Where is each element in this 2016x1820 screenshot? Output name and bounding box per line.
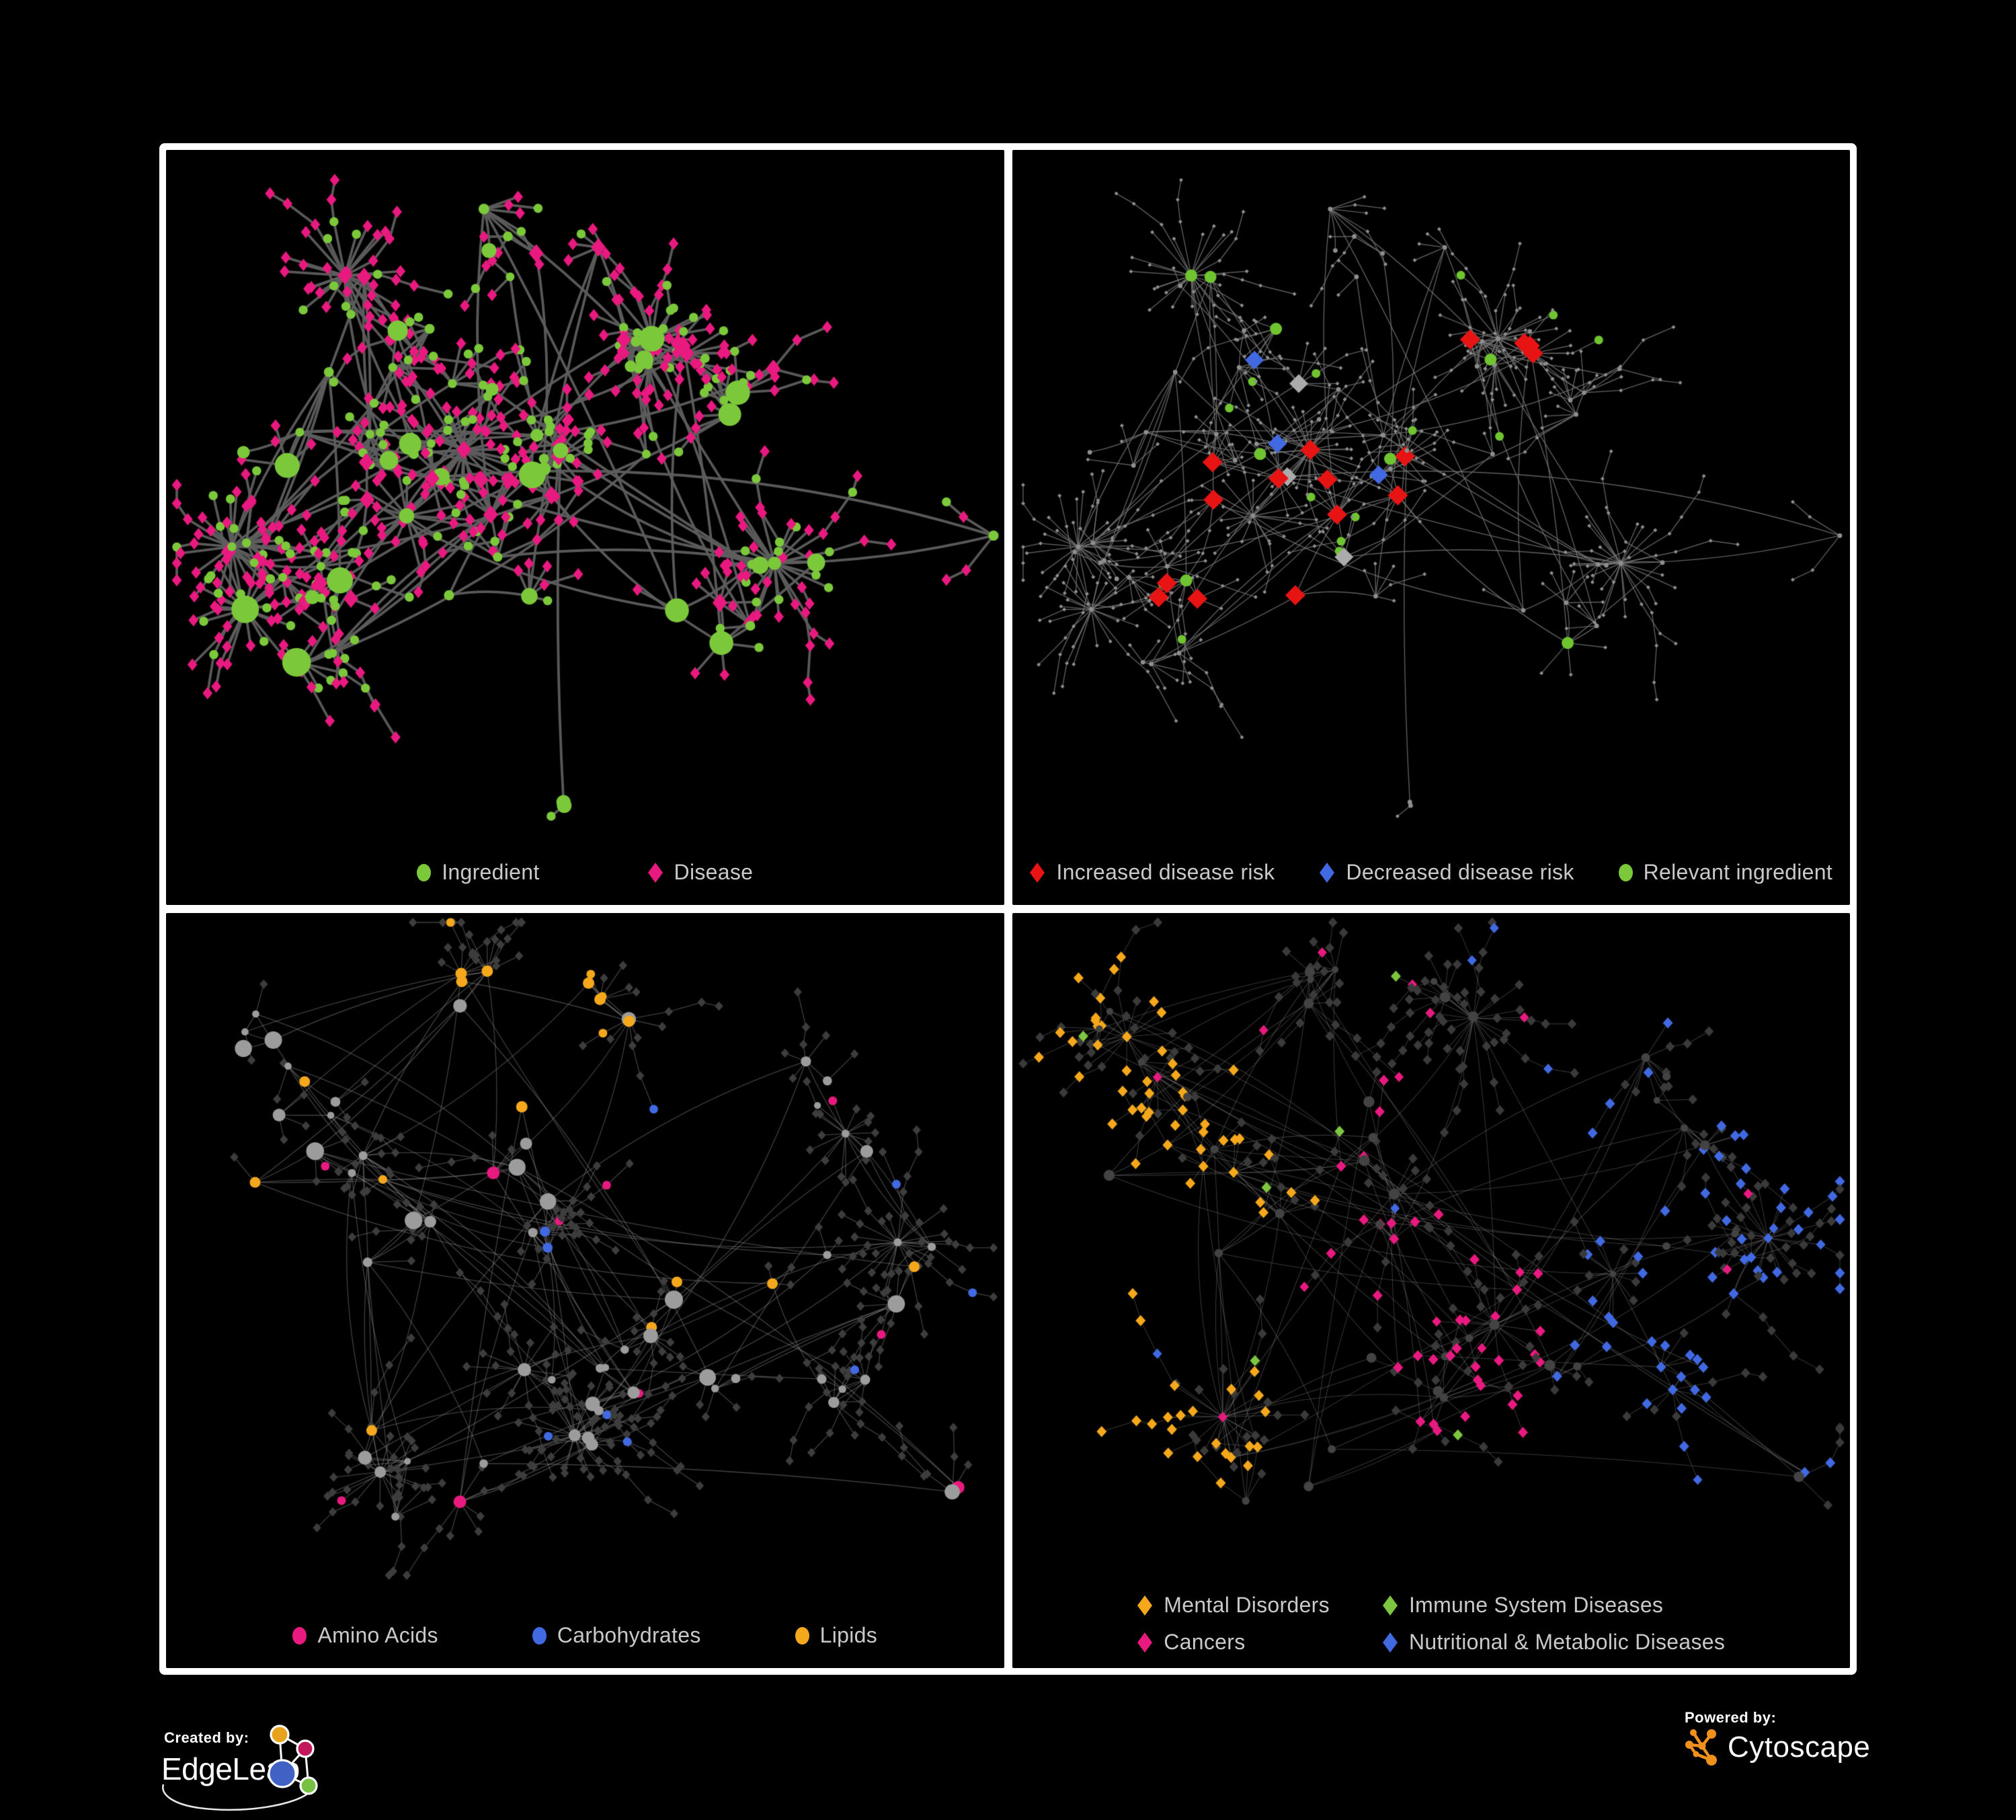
legend-item-nutritional-metabolic-diseases: Nutritional & Metabolic Diseases — [1382, 1630, 1725, 1655]
edgeleap-node-orange — [270, 1725, 290, 1745]
legend-nutrient-classes: Amino Acids Carbohydrates Lipids — [166, 1623, 1004, 1648]
legend-disease-classes: Mental Disorders Immune System Diseases Ca… — [1012, 1593, 1851, 1655]
legend-label: Mental Disorders — [1164, 1593, 1330, 1617]
network-canvas-disease-risk — [1012, 150, 1850, 905]
circle-marker — [292, 1626, 307, 1645]
legend-item-carbohydrates: Carbohydrates — [532, 1623, 701, 1648]
cytoscape-wordmark: Cytoscape — [1728, 1731, 1871, 1764]
legend-item-relevant-ingredient: Relevant ingredient — [1618, 860, 1833, 885]
diamond-marker — [1382, 1595, 1398, 1616]
edgeleap-logo — [162, 1725, 318, 1811]
diamond-marker — [647, 862, 663, 883]
cytoscape-credit: Powered by: Cytoscape — [1685, 1709, 1980, 1790]
created-by-label: Created by: — [164, 1729, 249, 1746]
legend-label: Lipids — [819, 1623, 878, 1647]
legend-label: Disease — [674, 860, 754, 884]
legend-label: Increased disease risk — [1056, 860, 1275, 884]
edgeleap-node-blue — [268, 1759, 297, 1788]
diamond-marker — [1137, 1632, 1153, 1653]
edgeleap-credit: Created by: EdgeLeap — [161, 1725, 390, 1818]
legend-item-increased-disease-risk: Increased disease risk — [1029, 860, 1275, 885]
panel-ingredient-disease: Ingredient Disease — [166, 150, 1004, 905]
network-canvas-disease-classes — [1012, 913, 1850, 1668]
panel-disease-classes: Mental Disorders Immune System Diseases Ca… — [1012, 913, 1851, 1668]
legend-item-cancers: Cancers — [1137, 1630, 1330, 1655]
legend-label: Ingredient — [442, 860, 540, 884]
legend-item-lipids: Lipids — [795, 1623, 877, 1648]
legend-item-disease: Disease — [647, 860, 754, 885]
powered-by-label: Powered by: — [1685, 1709, 1777, 1726]
legend-ingredient-disease: Ingredient Disease — [166, 860, 1004, 885]
legend-item-ingredient: Ingredient — [417, 860, 539, 885]
circle-marker — [532, 1626, 547, 1645]
legend-item-mental-disorders: Mental Disorders — [1137, 1593, 1330, 1618]
legend-disease-risk: Increased disease risk Decreased disease … — [1012, 860, 1851, 885]
diamond-marker — [1029, 862, 1045, 883]
edgeleap-node-green — [299, 1776, 318, 1795]
circle-marker — [417, 863, 432, 881]
circle-marker — [795, 1626, 809, 1645]
edgeleap-node-magenta — [296, 1739, 315, 1758]
panel-grid: Ingredient Disease Increased disease risk… — [159, 143, 1857, 1675]
cytoscape-logo — [1685, 1729, 1717, 1766]
legend-label: Cancers — [1164, 1630, 1246, 1654]
network-canvas-ingredient-disease — [166, 150, 1004, 905]
legend-label: Immune System Diseases — [1408, 1593, 1664, 1617]
legend-label: Decreased disease risk — [1346, 860, 1574, 884]
circle-marker — [1618, 863, 1633, 881]
diamond-marker — [1319, 862, 1335, 883]
panel-disease-risk: Increased disease risk Decreased disease … — [1012, 150, 1851, 905]
legend-item-immune-system-diseases: Immune System Diseases — [1382, 1593, 1725, 1618]
legend-label: Nutritional & Metabolic Diseases — [1408, 1630, 1726, 1654]
network-canvas-nutrient-classes — [166, 913, 1004, 1668]
diamond-marker — [1382, 1632, 1398, 1653]
panel-nutrient-classes: Amino Acids Carbohydrates Lipids — [166, 913, 1004, 1668]
legend-label: Carbohydrates — [557, 1623, 701, 1647]
legend-label: Amino Acids — [317, 1623, 438, 1647]
diamond-marker — [1137, 1595, 1153, 1616]
legend-item-amino-acids: Amino Acids — [292, 1623, 438, 1648]
legend-label: Relevant ingredient — [1643, 860, 1833, 884]
legend-item-decreased-disease-risk: Decreased disease risk — [1319, 860, 1574, 885]
